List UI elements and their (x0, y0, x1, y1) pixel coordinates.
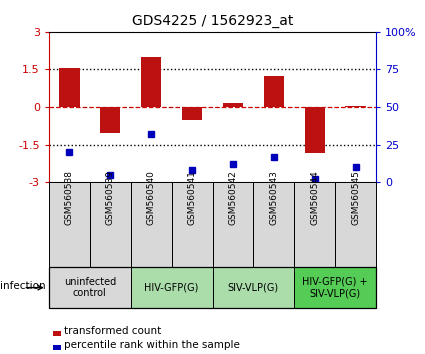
Bar (59, 68, 79, 107)
Bar (182, 107, 202, 120)
Text: SIV-VLP(G): SIV-VLP(G) (228, 282, 279, 293)
Text: GSM560545: GSM560545 (351, 170, 360, 225)
Text: HIV-GFP(G): HIV-GFP(G) (144, 282, 199, 293)
Text: transformed count: transformed count (64, 326, 162, 336)
Text: percentile rank within the sample: percentile rank within the sample (64, 340, 240, 350)
Text: GSM560544: GSM560544 (310, 170, 319, 225)
Text: GSM560542: GSM560542 (229, 170, 238, 225)
Bar (264, 76, 284, 107)
Bar (223, 103, 243, 107)
Bar (305, 107, 325, 154)
Bar (100, 107, 120, 133)
Text: GSM560543: GSM560543 (269, 170, 278, 225)
Text: GSM560541: GSM560541 (187, 170, 196, 225)
Text: GSM560540: GSM560540 (147, 170, 156, 225)
Text: infection: infection (0, 281, 45, 291)
Text: HIV-GFP(G) +
SIV-VLP(G): HIV-GFP(G) + SIV-VLP(G) (303, 277, 368, 298)
Text: uninfected
control: uninfected control (64, 277, 116, 298)
Bar (141, 57, 162, 107)
Text: GSM560538: GSM560538 (65, 170, 74, 225)
Title: GDS4225 / 1562923_at: GDS4225 / 1562923_at (132, 14, 293, 28)
Text: GSM560539: GSM560539 (106, 170, 115, 225)
Bar (346, 105, 366, 107)
